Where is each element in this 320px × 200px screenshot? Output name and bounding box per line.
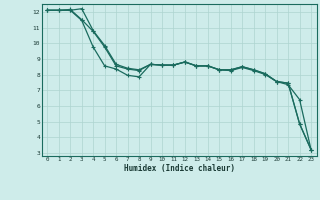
X-axis label: Humidex (Indice chaleur): Humidex (Indice chaleur): [124, 164, 235, 173]
